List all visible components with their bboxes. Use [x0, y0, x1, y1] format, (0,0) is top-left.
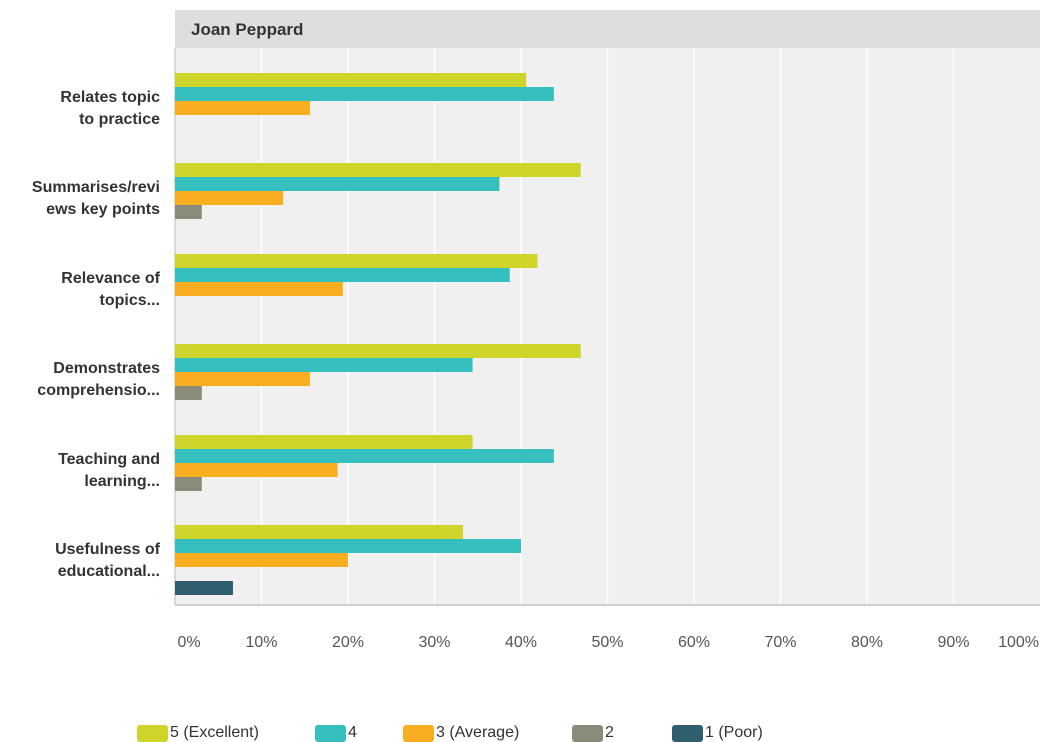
legend-swatch [137, 725, 168, 742]
x-tick-label: 80% [851, 634, 883, 651]
legend-swatch [572, 725, 603, 742]
bar [175, 101, 310, 115]
bar [175, 581, 233, 595]
legend-swatch [672, 725, 703, 742]
bar [175, 254, 538, 268]
category-labels: Relates topic to practice Summarises/revi e… [32, 89, 161, 580]
category-label: Summarises/revi [32, 179, 160, 196]
legend-item: 4 [315, 724, 357, 742]
category-label: comprehensio... [37, 382, 160, 399]
bar [175, 449, 554, 463]
category-label: Demonstrates [53, 360, 160, 377]
category-label: ews key points [46, 201, 160, 218]
bar [175, 463, 338, 477]
bar [175, 177, 500, 191]
bar [175, 553, 348, 567]
bar [175, 87, 554, 101]
bar [175, 73, 527, 87]
legend-label: 2 [605, 724, 614, 741]
x-tick-label: 30% [418, 634, 450, 651]
x-tick-label: 100% [998, 634, 1039, 651]
bar [175, 344, 581, 358]
x-tick-label: 10% [245, 634, 277, 651]
legend-swatch [403, 725, 434, 742]
x-tick-label: 70% [764, 634, 796, 651]
legend: 5 (Excellent) 4 3 (Average) 2 1 (Poor) [137, 724, 763, 742]
category-label: learning... [84, 473, 160, 490]
category-label: educational... [58, 563, 160, 580]
category-label: Usefulness of [55, 541, 161, 558]
title-band [175, 10, 1040, 48]
chart-title: Joan Peppard [191, 20, 303, 39]
grid-lines [174, 48, 1040, 606]
category-label: Relates topic [60, 89, 160, 106]
bar [175, 282, 343, 296]
x-tick-label: 0% [177, 634, 200, 651]
category-label: to practice [79, 111, 160, 128]
bar [175, 435, 473, 449]
legend-item: 5 (Excellent) [137, 724, 259, 742]
bar [175, 477, 202, 491]
bar [175, 525, 464, 539]
x-tick-label: 50% [591, 634, 623, 651]
legend-label: 4 [348, 724, 357, 741]
bar [175, 163, 581, 177]
bar [175, 205, 202, 219]
x-tick-label: 60% [678, 634, 710, 651]
legend-label: 3 (Average) [436, 724, 519, 741]
bar [175, 539, 521, 553]
x-tick-labels: 0% 10% 20% 30% 40% 50% 60% 70% 80% 90% 100% [177, 634, 1039, 651]
bar [175, 372, 310, 386]
legend-item: 1 (Poor) [672, 724, 763, 742]
legend-label: 1 (Poor) [705, 724, 763, 741]
bar [175, 386, 202, 400]
legend-swatch [315, 725, 346, 742]
legend-item: 3 (Average) [403, 724, 519, 742]
x-tick-label: 40% [505, 634, 537, 651]
category-label: topics... [100, 292, 160, 309]
category-label: Relevance of [61, 270, 160, 287]
legend-label: 5 (Excellent) [170, 724, 259, 741]
legend-item: 2 [572, 724, 614, 742]
x-tick-label: 20% [332, 634, 364, 651]
bars [175, 73, 581, 595]
x-tick-label: 90% [937, 634, 969, 651]
bar [175, 191, 284, 205]
category-label: Teaching and [58, 451, 160, 468]
bar [175, 268, 510, 282]
bar [175, 358, 473, 372]
